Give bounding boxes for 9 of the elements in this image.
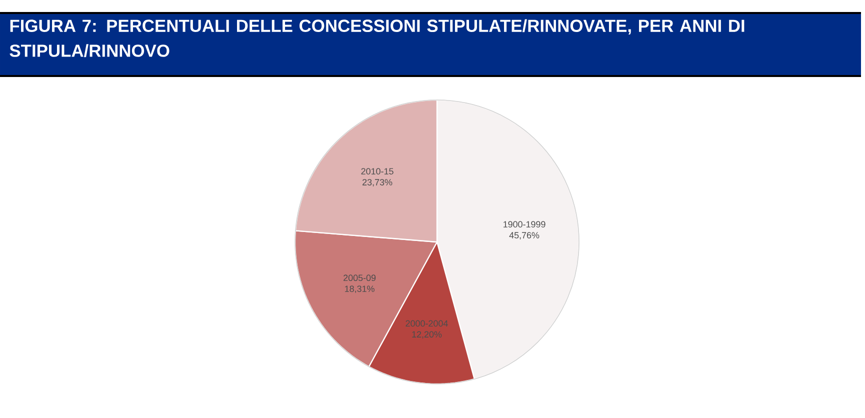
slice-label: 2010-15 [361, 168, 394, 174]
data-label: 45,76% [509, 232, 540, 240]
slice-label: 1900-1999 [504, 221, 546, 228]
chart-title: FIGURA 7: PERCENTUALI DELLE CONCESSIONI STIPULATE/RINNOVATE, PER ANNI DI STIPULA/RINNOVO [10, 19, 744, 58]
data-label: 23,73% [362, 179, 392, 186]
data-label: 18,31% [345, 286, 374, 294]
data-label: 12,20% [412, 331, 442, 339]
slice-label: 2005-09 [344, 274, 376, 282]
slice-label: 2000-2004 [406, 320, 448, 327]
